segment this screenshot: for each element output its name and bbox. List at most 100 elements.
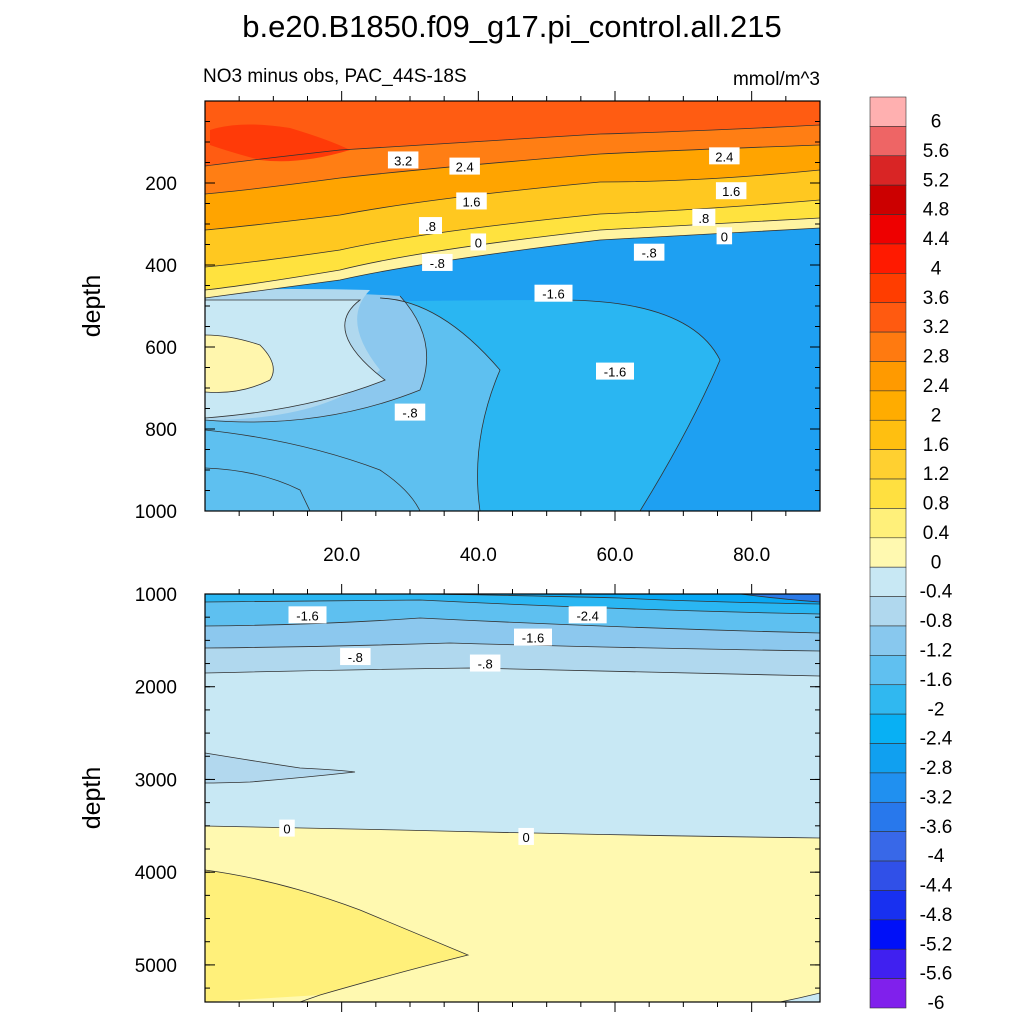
- left-subtitle: NO3 minus obs, PAC_44S-18S: [203, 66, 467, 87]
- contour-label-box: [709, 147, 740, 165]
- colorbar-label: -0.8: [920, 611, 953, 632]
- upper-contour-lines: [205, 124, 820, 511]
- colorbar: 6 5.6 5.2 4.8 4.4 4 3.6 3.2 2.8 2.4 2 1.6 1.2 0.8 0.4 0…: [869, 96, 953, 1014]
- colorbar-box: [869, 684, 907, 715]
- colorbar-label: -3.6: [920, 817, 953, 838]
- colorbar-box: [869, 655, 907, 686]
- contour-label-box: [568, 606, 607, 624]
- colorbar-label: -5.2: [920, 934, 953, 955]
- contour-label-box: [518, 827, 534, 845]
- contour-label-box: [469, 654, 501, 672]
- colorbar-box: [869, 361, 907, 392]
- y-tick-label: 1000: [135, 502, 177, 523]
- colorbar-label: 0: [931, 552, 942, 573]
- contour-line: [205, 199, 820, 268]
- contour-label-box: [534, 284, 573, 302]
- colorbar-label: -5.6: [920, 964, 953, 985]
- colorbar-box: [869, 331, 907, 362]
- fill-peak: [210, 124, 350, 162]
- upper-contour-labels: 3.2 2.4 2.4 1.6 1.6 .8 .8 0 0 -.8 -.8 -1.6 -1.6 -.8: [387, 147, 747, 421]
- x-tick-label: 60.0: [597, 545, 634, 566]
- contour-line: [205, 295, 428, 423]
- colorbar-box: [869, 390, 907, 421]
- fill-corner: [780, 993, 820, 1002]
- colorbar-label: -0.4: [920, 582, 953, 603]
- contour-line: [419, 594, 820, 605]
- contour-line: [205, 642, 820, 652]
- colorbar-label: -2: [928, 699, 945, 720]
- upper-contour-field: [205, 101, 820, 511]
- contour-label: 1.6: [722, 184, 740, 199]
- fill-pos-core: [205, 335, 274, 393]
- contour-line: [779, 992, 820, 1002]
- contour-line: [205, 599, 820, 615]
- colorbar-label: 4.8: [923, 200, 949, 221]
- colorbar-label: 5.2: [923, 170, 949, 191]
- y-tick-label: 1000: [135, 585, 177, 606]
- colorbar-label: 6: [931, 112, 942, 133]
- y-tick-label: 4000: [135, 863, 177, 884]
- contour-line: [739, 594, 820, 603]
- colorbar-box: [869, 978, 907, 1009]
- fill-small: [205, 753, 355, 783]
- colorbar-label: -2.4: [920, 729, 953, 750]
- colorbar-box: [869, 508, 907, 539]
- contour-label: 0: [721, 229, 728, 244]
- lower-contour-labels: -1.6 -2.4 -1.6 -.8 -.8 0 0: [279, 606, 607, 845]
- contour-label: 2.4: [715, 149, 733, 164]
- colorbar-box: [869, 831, 907, 862]
- y-axis-label: depth: [78, 767, 106, 830]
- colorbar-label: 1.2: [923, 464, 949, 485]
- colorbar-box: [869, 214, 907, 245]
- colorbar-box: [869, 478, 907, 509]
- colorbar-box: [869, 566, 907, 597]
- colorbar-label: -4: [928, 846, 945, 867]
- contour-label: -.8: [478, 657, 493, 672]
- colorbar-label: -6: [928, 993, 945, 1014]
- colorbar-label: -1.6: [920, 670, 953, 691]
- y-axis-label: depth: [78, 275, 106, 338]
- contour-label: 0: [283, 822, 290, 837]
- contour-label-box: [596, 362, 634, 380]
- contour-line: [205, 429, 421, 511]
- colorbar-box: [869, 919, 907, 950]
- colorbar-box: [869, 449, 907, 480]
- contour-line: [205, 124, 820, 167]
- lower-contour-field: [205, 594, 820, 1002]
- colorbar-label: -4.8: [920, 905, 953, 926]
- contour-label: -1.6: [542, 287, 564, 302]
- colorbar-box: [869, 860, 907, 891]
- chart-title: b.e20.B1850.f09_g17.pi_control.all.215: [242, 9, 782, 44]
- colorbar-label: -3.2: [920, 787, 953, 808]
- contour-label: -.8: [402, 406, 417, 421]
- contour-label-box: [288, 606, 327, 624]
- colorbar-label: 1.6: [923, 435, 949, 456]
- contour-line: [205, 869, 470, 1002]
- y-tick-label: 2000: [135, 678, 177, 699]
- contour-line: [379, 297, 501, 511]
- contour-line: [205, 467, 311, 511]
- contour-line: [205, 227, 820, 299]
- colorbar-box: [869, 184, 907, 215]
- contour-label: 0: [475, 235, 482, 250]
- colorbar-label: -1.2: [920, 640, 953, 661]
- contour-label-box: [340, 648, 371, 666]
- y-tick-label: 3000: [135, 770, 177, 791]
- contour-label: -1.6: [604, 365, 626, 380]
- colorbar-box: [869, 801, 907, 832]
- contour-line: [205, 752, 356, 784]
- colorbar-label: 4.4: [923, 229, 950, 250]
- contour-line: [205, 617, 820, 634]
- contour-label-box: [716, 227, 733, 245]
- units-label: mmol/m^3: [733, 69, 820, 90]
- colorbar-label: -4.4: [920, 876, 953, 897]
- y-tick-label: 800: [145, 420, 177, 441]
- colorbar-box: [869, 243, 907, 274]
- contour-label-box: [394, 403, 426, 421]
- contour-label: 1.6: [462, 194, 480, 209]
- colorbar-box: [869, 743, 907, 774]
- contour-label-box: [456, 192, 487, 210]
- colorbar-box: [869, 273, 907, 304]
- colorbar-box: [869, 302, 907, 333]
